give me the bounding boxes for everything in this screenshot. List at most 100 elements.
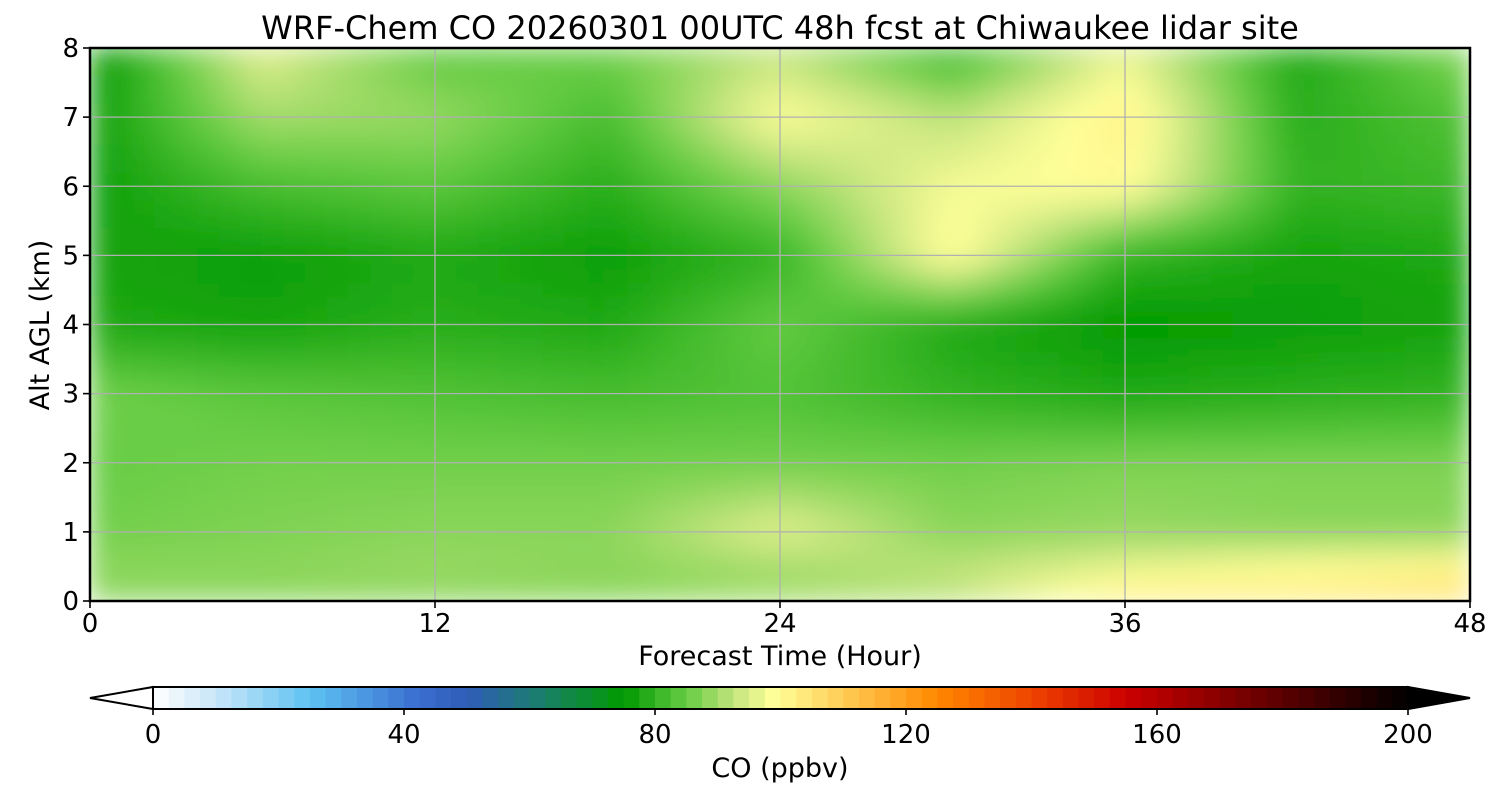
heatmap-cell	[1296, 323, 1320, 339]
heatmap-cell	[477, 144, 501, 160]
heatmap-cell	[499, 545, 522, 561]
heatmap-cell	[628, 88, 652, 104]
heatmap-cell	[693, 545, 716, 561]
heatmap-cell	[1081, 213, 1105, 229]
heatmap-cell	[154, 531, 177, 547]
heatmap-cell	[1232, 144, 1255, 160]
heatmap-cell	[865, 254, 889, 270]
heatmap-cell	[197, 379, 220, 395]
heatmap-cell	[1081, 351, 1105, 367]
heatmap-cell	[757, 434, 781, 450]
heatmap-cell	[779, 420, 803, 436]
heatmap-cell	[822, 144, 846, 160]
heatmap-cell	[887, 199, 910, 215]
heatmap-cell	[542, 144, 565, 160]
heatmap-cell	[218, 254, 242, 270]
heatmap-cell	[1038, 268, 1061, 284]
heatmap-cell	[240, 572, 264, 588]
heatmap-cell	[305, 406, 328, 422]
heatmap-cell	[1210, 102, 1234, 118]
heatmap-cell	[908, 282, 932, 298]
heatmap-cell	[973, 254, 997, 270]
heatmap-cell	[499, 268, 522, 284]
heatmap-cell	[110, 268, 134, 284]
heatmap-cell	[1296, 213, 1320, 229]
heatmap-cell	[348, 420, 371, 436]
heatmap-cell	[714, 158, 738, 174]
heatmap-cell	[283, 88, 307, 104]
heatmap-cell	[757, 227, 781, 243]
heatmap-cell	[844, 448, 867, 464]
heatmap-cell	[1059, 48, 1083, 63]
heatmap-cell	[650, 365, 673, 381]
heatmap-cell	[348, 213, 371, 229]
heatmap-cell	[348, 296, 371, 312]
heatmap-cell	[714, 227, 738, 243]
heatmap-cell	[283, 199, 307, 215]
heatmap-cell	[606, 116, 630, 132]
heatmap-cell	[1426, 144, 1450, 160]
heatmap-cell	[1167, 462, 1191, 478]
heatmap-cell	[1318, 227, 1342, 243]
heatmap-cell	[261, 227, 285, 243]
heatmap-cell	[800, 351, 824, 367]
heatmap-cell	[391, 545, 415, 561]
heatmap-cell	[650, 254, 673, 270]
heatmap-cell	[1253, 171, 1277, 187]
heatmap-cell	[585, 517, 609, 533]
heatmap-cell	[1253, 75, 1277, 91]
heatmap-cell	[90, 61, 113, 77]
heatmap-cell	[218, 434, 242, 450]
heatmap-cell	[800, 296, 824, 312]
heatmap-cell	[110, 116, 134, 132]
heatmap-cell	[1102, 351, 1126, 367]
heatmap-cell	[305, 517, 328, 533]
heatmap-cell	[1426, 351, 1450, 367]
heatmap-cell	[132, 75, 156, 91]
heatmap-cell	[973, 158, 997, 174]
heatmap-cell	[757, 268, 781, 284]
heatmap-cell	[1145, 185, 1169, 201]
heatmap-cell	[110, 240, 134, 256]
heatmap-cell	[1253, 116, 1277, 132]
heatmap-cell	[736, 227, 760, 243]
heatmap-cell	[973, 185, 997, 201]
heatmap-cell	[1404, 185, 1428, 201]
heatmap-cell	[908, 310, 932, 326]
heatmap-cell	[132, 323, 156, 339]
heatmap-cell	[261, 310, 285, 326]
heatmap-cell	[348, 517, 371, 533]
heatmap-cell	[1232, 351, 1255, 367]
heatmap-cell	[90, 489, 113, 505]
heatmap-cell	[1145, 48, 1169, 63]
heatmap-cell	[1016, 406, 1040, 422]
heatmap-cell	[1210, 448, 1234, 464]
heatmap-cell	[800, 88, 824, 104]
heatmap-cell	[240, 503, 264, 519]
heatmap-cell	[822, 434, 846, 450]
heatmap-cell	[1016, 310, 1040, 326]
heatmap-cell	[1318, 240, 1342, 256]
heatmap-cell	[887, 75, 910, 91]
heatmap-cell	[951, 282, 975, 298]
heatmap-cell	[240, 406, 264, 422]
heatmap-cell	[218, 310, 242, 326]
heatmap-cell	[1145, 268, 1169, 284]
heatmap-cell	[693, 517, 716, 533]
heatmap-cell	[693, 185, 716, 201]
heatmap-cell	[1059, 254, 1083, 270]
heatmap-cell	[1447, 130, 1470, 146]
heatmap-cell	[563, 296, 587, 312]
heatmap-cell	[585, 586, 609, 601]
heatmap-cell	[800, 475, 824, 491]
heatmap-cell	[1275, 130, 1299, 146]
heatmap-cell	[995, 434, 1018, 450]
heatmap-cell	[499, 462, 522, 478]
heatmap-cell	[563, 337, 587, 353]
heatmap-cell	[1232, 462, 1255, 478]
heatmap-cell	[1189, 393, 1212, 409]
colorbar-segment	[1345, 687, 1362, 709]
heatmap-cell	[240, 365, 264, 381]
heatmap-cell	[240, 434, 264, 450]
heatmap-cell	[671, 434, 695, 450]
